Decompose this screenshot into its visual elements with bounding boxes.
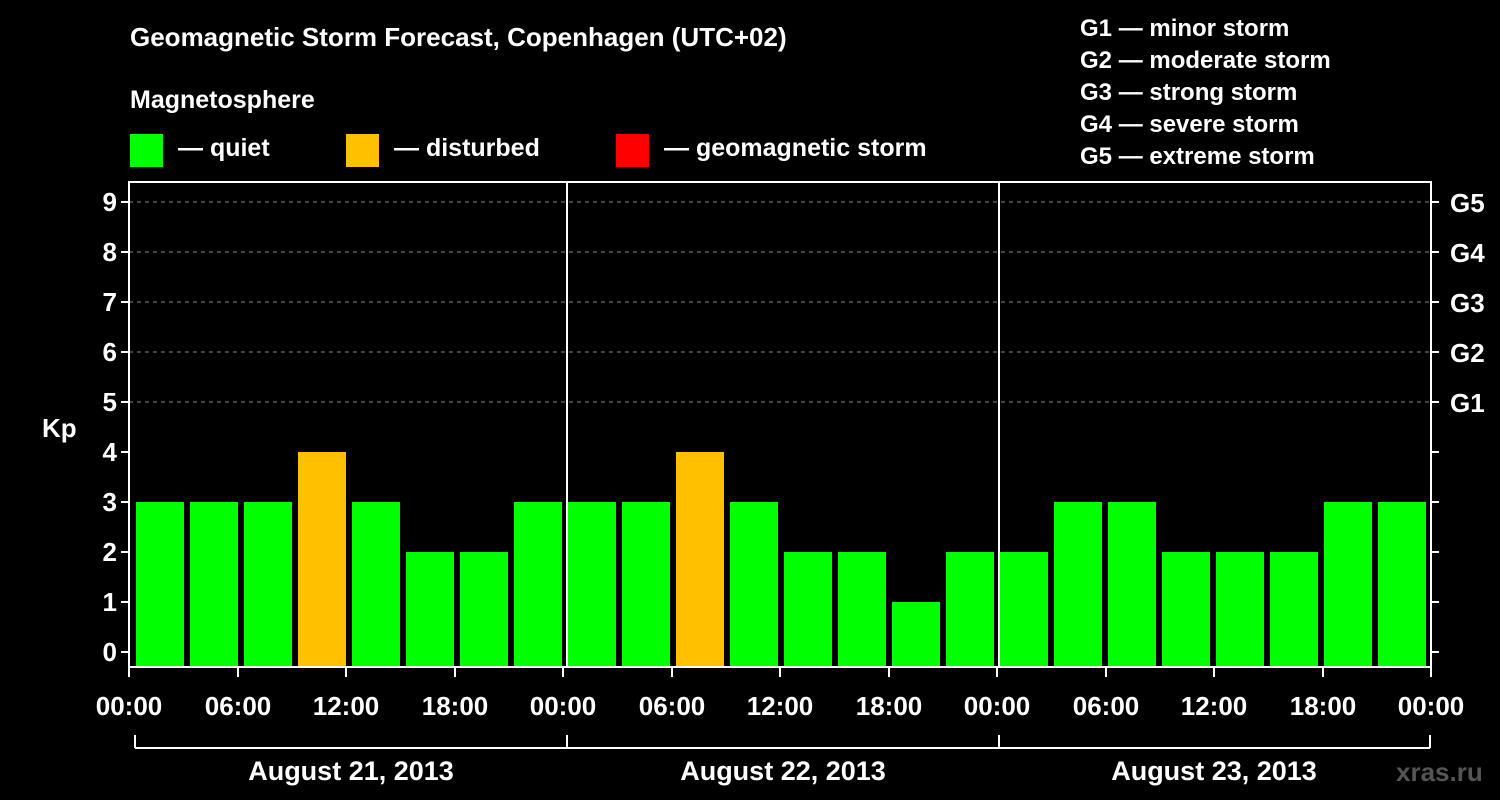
- y-tick-label: 4: [103, 437, 118, 467]
- legend-swatch-quiet: [130, 134, 163, 167]
- g-scale-row-g2: G2 — moderate storm: [1080, 47, 1331, 75]
- kp-bar: [730, 502, 778, 667]
- x-tick-label: 06:00: [639, 691, 706, 721]
- kp-bar: [784, 552, 832, 667]
- x-tick-label: 18:00: [856, 691, 923, 721]
- x-tick-label: 00:00: [96, 691, 163, 721]
- y-tick-label: 5: [103, 387, 117, 417]
- legend-swatch-storm: [616, 134, 649, 167]
- kp-bar: [568, 502, 616, 667]
- g-scale-row-g4: G4 — severe storm: [1080, 111, 1299, 139]
- g-scale-level: G2: [1080, 47, 1113, 74]
- kp-bar: [676, 452, 724, 667]
- g-level-label: G2: [1450, 338, 1485, 368]
- kp-bar: [1324, 502, 1372, 667]
- kp-bar: [1000, 552, 1048, 667]
- x-tick-label: 00:00: [964, 691, 1031, 721]
- x-tick-label: 12:00: [1181, 691, 1248, 721]
- x-tick-label: 06:00: [205, 691, 272, 721]
- kp-bar: [1162, 552, 1210, 667]
- x-tick-label: 00:00: [1398, 691, 1465, 721]
- kp-bar: [946, 552, 994, 667]
- kp-bar: [1054, 502, 1102, 667]
- g-scale-level: G4: [1080, 111, 1113, 138]
- kp-bar: [622, 502, 670, 667]
- day-label: August 22, 2013: [680, 756, 886, 786]
- g-scale-row-g3: G3 — strong storm: [1080, 79, 1297, 107]
- y-tick-label: 8: [103, 237, 117, 267]
- x-tick-label: 06:00: [1073, 691, 1140, 721]
- kp-bar: [838, 552, 886, 667]
- x-tick-label: 18:00: [1290, 691, 1357, 721]
- legend-label-storm: — geomagnetic storm: [664, 134, 927, 162]
- kp-bar: [460, 552, 508, 667]
- kp-bar: [892, 602, 940, 667]
- y-tick-label: 6: [103, 337, 117, 367]
- g-scale-row-g5: G5 — extreme storm: [1080, 143, 1315, 171]
- g-scale-desc: — extreme storm: [1118, 143, 1315, 170]
- kp-bar: [298, 452, 346, 667]
- g-scale-desc: — minor storm: [1118, 15, 1290, 42]
- legend-label-disturbed: — disturbed: [394, 134, 540, 162]
- g-scale-desc: — strong storm: [1118, 79, 1298, 106]
- y-tick-label: 1: [103, 587, 117, 617]
- kp-bar: [244, 502, 292, 667]
- legend-heading: Magnetosphere: [130, 86, 315, 114]
- g-scale-desc: — moderate storm: [1118, 47, 1331, 74]
- kp-bar: [352, 502, 400, 667]
- kp-bar: [1270, 552, 1318, 667]
- chart-title: Geomagnetic Storm Forecast, Copenhagen (…: [130, 22, 787, 52]
- y-axis-label: Kp: [42, 413, 77, 443]
- g-level-label: G4: [1450, 238, 1485, 268]
- y-tick-label: 9: [103, 187, 117, 217]
- x-tick-label: 00:00: [530, 691, 597, 721]
- kp-bar: [1216, 552, 1264, 667]
- g-scale-level: G3: [1080, 79, 1113, 106]
- g-scale-level: G5: [1080, 143, 1113, 170]
- legend-label-quiet: — quiet: [178, 134, 270, 162]
- watermark: xras.ru: [1396, 757, 1483, 787]
- day-label: August 23, 2013: [1111, 756, 1317, 786]
- kp-bar: [1108, 502, 1156, 667]
- kp-bar: [406, 552, 454, 667]
- g-scale-desc: — severe storm: [1118, 111, 1299, 138]
- g-level-label: G3: [1450, 288, 1485, 318]
- y-tick-label: 3: [103, 487, 117, 517]
- g-level-label: G5: [1450, 188, 1485, 218]
- g-level-label: G1: [1450, 388, 1485, 418]
- kp-bar: [190, 502, 238, 667]
- y-tick-label: 0: [103, 637, 117, 667]
- g-scale-row-g1: G1 — minor storm: [1080, 15, 1289, 43]
- kp-bar: [514, 502, 562, 667]
- kp-bar: [1378, 502, 1426, 667]
- legend-swatch-disturbed: [346, 134, 379, 167]
- y-tick-label: 2: [103, 537, 117, 567]
- day-label: August 21, 2013: [248, 756, 454, 786]
- y-tick-label: 7: [103, 287, 117, 317]
- x-tick-label: 12:00: [747, 691, 814, 721]
- g-scale-level: G1: [1080, 15, 1113, 42]
- kp-bar: [136, 502, 184, 667]
- x-tick-label: 12:00: [313, 691, 380, 721]
- x-tick-label: 18:00: [422, 691, 489, 721]
